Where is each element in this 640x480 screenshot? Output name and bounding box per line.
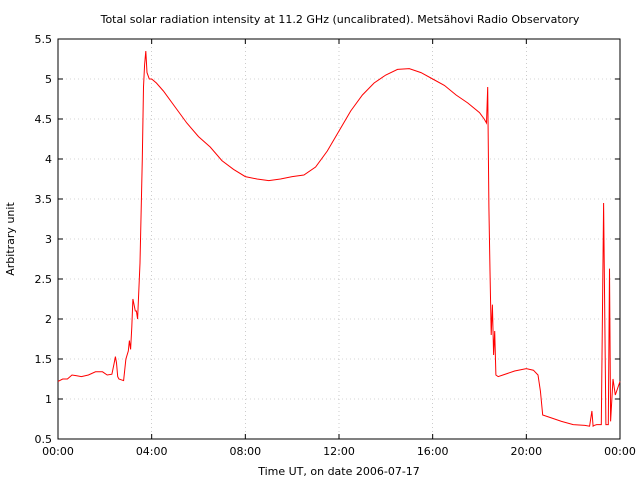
x-tick-label: 20:00 bbox=[510, 445, 542, 458]
chart-title: Total solar radiation intensity at 11.2 … bbox=[100, 13, 580, 26]
x-tick-label: 04:00 bbox=[136, 445, 168, 458]
x-tick-label: 00:00 bbox=[42, 445, 74, 458]
y-tick-label: 3.5 bbox=[35, 193, 53, 206]
y-tick-label: 3 bbox=[45, 233, 52, 246]
y-tick-label: 5 bbox=[45, 73, 52, 86]
y-tick-label: 1 bbox=[45, 393, 52, 406]
x-axis: 00:00 04:00 08:00 12:00 16:00 20:00 00:00 bbox=[42, 39, 636, 458]
y-tick-label: 2 bbox=[45, 313, 52, 326]
y-tick-label: 5.5 bbox=[35, 33, 53, 46]
y-tick-label: 1.5 bbox=[35, 353, 53, 366]
series-line bbox=[57, 50, 621, 428]
x-tick-label: 16:00 bbox=[417, 445, 449, 458]
x-tick-label: 12:00 bbox=[323, 445, 355, 458]
y-tick-label: 4.5 bbox=[35, 113, 53, 126]
y-tick-label: 2.5 bbox=[35, 273, 53, 286]
grid bbox=[58, 39, 620, 439]
x-tick-label: 08:00 bbox=[229, 445, 261, 458]
y-tick-label: 4 bbox=[45, 153, 52, 166]
y-axis-label: Arbitrary unit bbox=[4, 202, 17, 276]
y-axis: 0.5 1 1.5 2 2.5 3 3.5 4 4.5 5 5.5 bbox=[35, 33, 620, 446]
y-tick-label: 0.5 bbox=[35, 433, 53, 446]
x-tick-label: 00:00 bbox=[604, 445, 636, 458]
x-axis-label: Time UT, on date 2006-07-17 bbox=[257, 465, 420, 478]
